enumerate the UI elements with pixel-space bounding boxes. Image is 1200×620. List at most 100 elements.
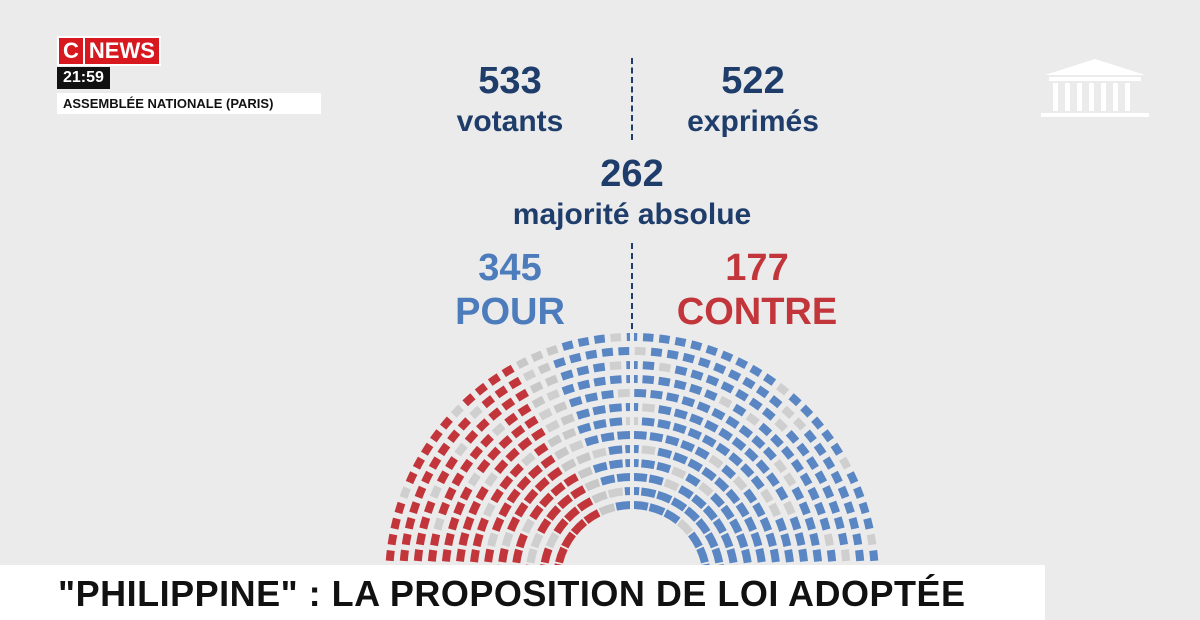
seat xyxy=(781,445,795,460)
seat xyxy=(430,429,443,443)
seat xyxy=(720,381,735,394)
seat xyxy=(837,485,850,499)
seat xyxy=(649,432,664,443)
seat xyxy=(591,447,607,459)
seat xyxy=(687,458,703,472)
voters-number: 533 xyxy=(478,60,542,102)
seat xyxy=(437,442,451,457)
seat xyxy=(529,381,544,394)
seat xyxy=(591,490,608,504)
seat xyxy=(804,516,816,531)
for-block: 345 POUR xyxy=(350,246,670,334)
seat xyxy=(721,464,737,480)
seat xyxy=(704,389,718,402)
seat xyxy=(846,471,859,485)
seat xyxy=(641,459,656,470)
seat xyxy=(634,389,647,398)
seat xyxy=(601,347,614,357)
seat xyxy=(609,375,622,385)
seat xyxy=(459,486,473,501)
seat xyxy=(557,494,573,510)
seat xyxy=(547,434,563,448)
seat xyxy=(694,446,710,460)
seat xyxy=(412,456,425,470)
seat xyxy=(617,389,630,398)
seat xyxy=(701,434,717,448)
seat xyxy=(544,374,559,387)
seat xyxy=(663,509,681,525)
seat xyxy=(728,452,743,467)
seat xyxy=(584,392,599,403)
logo-letter: C xyxy=(59,38,85,64)
seat xyxy=(697,357,711,369)
seat xyxy=(394,501,406,515)
seat xyxy=(633,431,647,440)
seat xyxy=(736,533,749,549)
seat xyxy=(710,492,725,508)
seat xyxy=(632,501,649,511)
seat xyxy=(682,352,695,364)
seat xyxy=(650,347,663,357)
seat xyxy=(560,413,575,426)
seat xyxy=(515,388,529,402)
seat xyxy=(735,501,750,518)
seat xyxy=(517,437,533,451)
seat xyxy=(741,548,752,564)
seat xyxy=(732,475,748,491)
seat xyxy=(592,405,606,416)
seat xyxy=(798,501,811,516)
seat xyxy=(484,548,495,563)
seat xyxy=(735,357,749,370)
seat xyxy=(642,403,656,413)
seat xyxy=(577,379,591,391)
seat xyxy=(561,531,577,549)
seat xyxy=(600,432,615,443)
seat xyxy=(807,486,820,501)
seat xyxy=(785,430,800,444)
seat xyxy=(583,509,601,525)
seat xyxy=(812,549,823,562)
seat xyxy=(704,531,719,549)
cast-number: 522 xyxy=(721,60,785,102)
seat xyxy=(592,362,606,373)
seat xyxy=(656,490,673,504)
majority-number: 262 xyxy=(600,153,664,195)
seat xyxy=(763,373,777,386)
seat xyxy=(783,472,797,487)
seat xyxy=(517,403,532,417)
seat xyxy=(718,395,733,409)
majority-block: 262 majorité absolue xyxy=(432,153,832,235)
seat xyxy=(509,463,524,478)
seat xyxy=(545,531,560,549)
seat xyxy=(720,504,735,521)
seat xyxy=(576,365,590,376)
seat xyxy=(546,505,562,521)
seat xyxy=(440,416,453,430)
seat xyxy=(561,427,577,441)
voters-block: 533 votants xyxy=(350,60,670,142)
seat xyxy=(545,419,560,433)
seat xyxy=(527,464,543,480)
seat xyxy=(521,452,536,467)
seat xyxy=(451,472,465,487)
seat xyxy=(615,501,632,511)
seat xyxy=(671,466,687,480)
seat xyxy=(794,532,806,547)
seat xyxy=(499,475,514,490)
seat xyxy=(561,340,574,351)
seat xyxy=(491,422,506,437)
seat xyxy=(476,458,491,474)
seat xyxy=(695,518,711,535)
seat xyxy=(531,427,546,442)
seat xyxy=(560,369,574,381)
seat xyxy=(430,533,441,547)
seat xyxy=(593,334,606,344)
seat xyxy=(784,549,794,563)
seat xyxy=(447,429,461,444)
seat xyxy=(745,412,760,426)
seat xyxy=(657,419,671,430)
seat xyxy=(476,418,490,432)
seat xyxy=(766,472,780,487)
seat xyxy=(640,487,657,498)
seat xyxy=(685,473,701,487)
